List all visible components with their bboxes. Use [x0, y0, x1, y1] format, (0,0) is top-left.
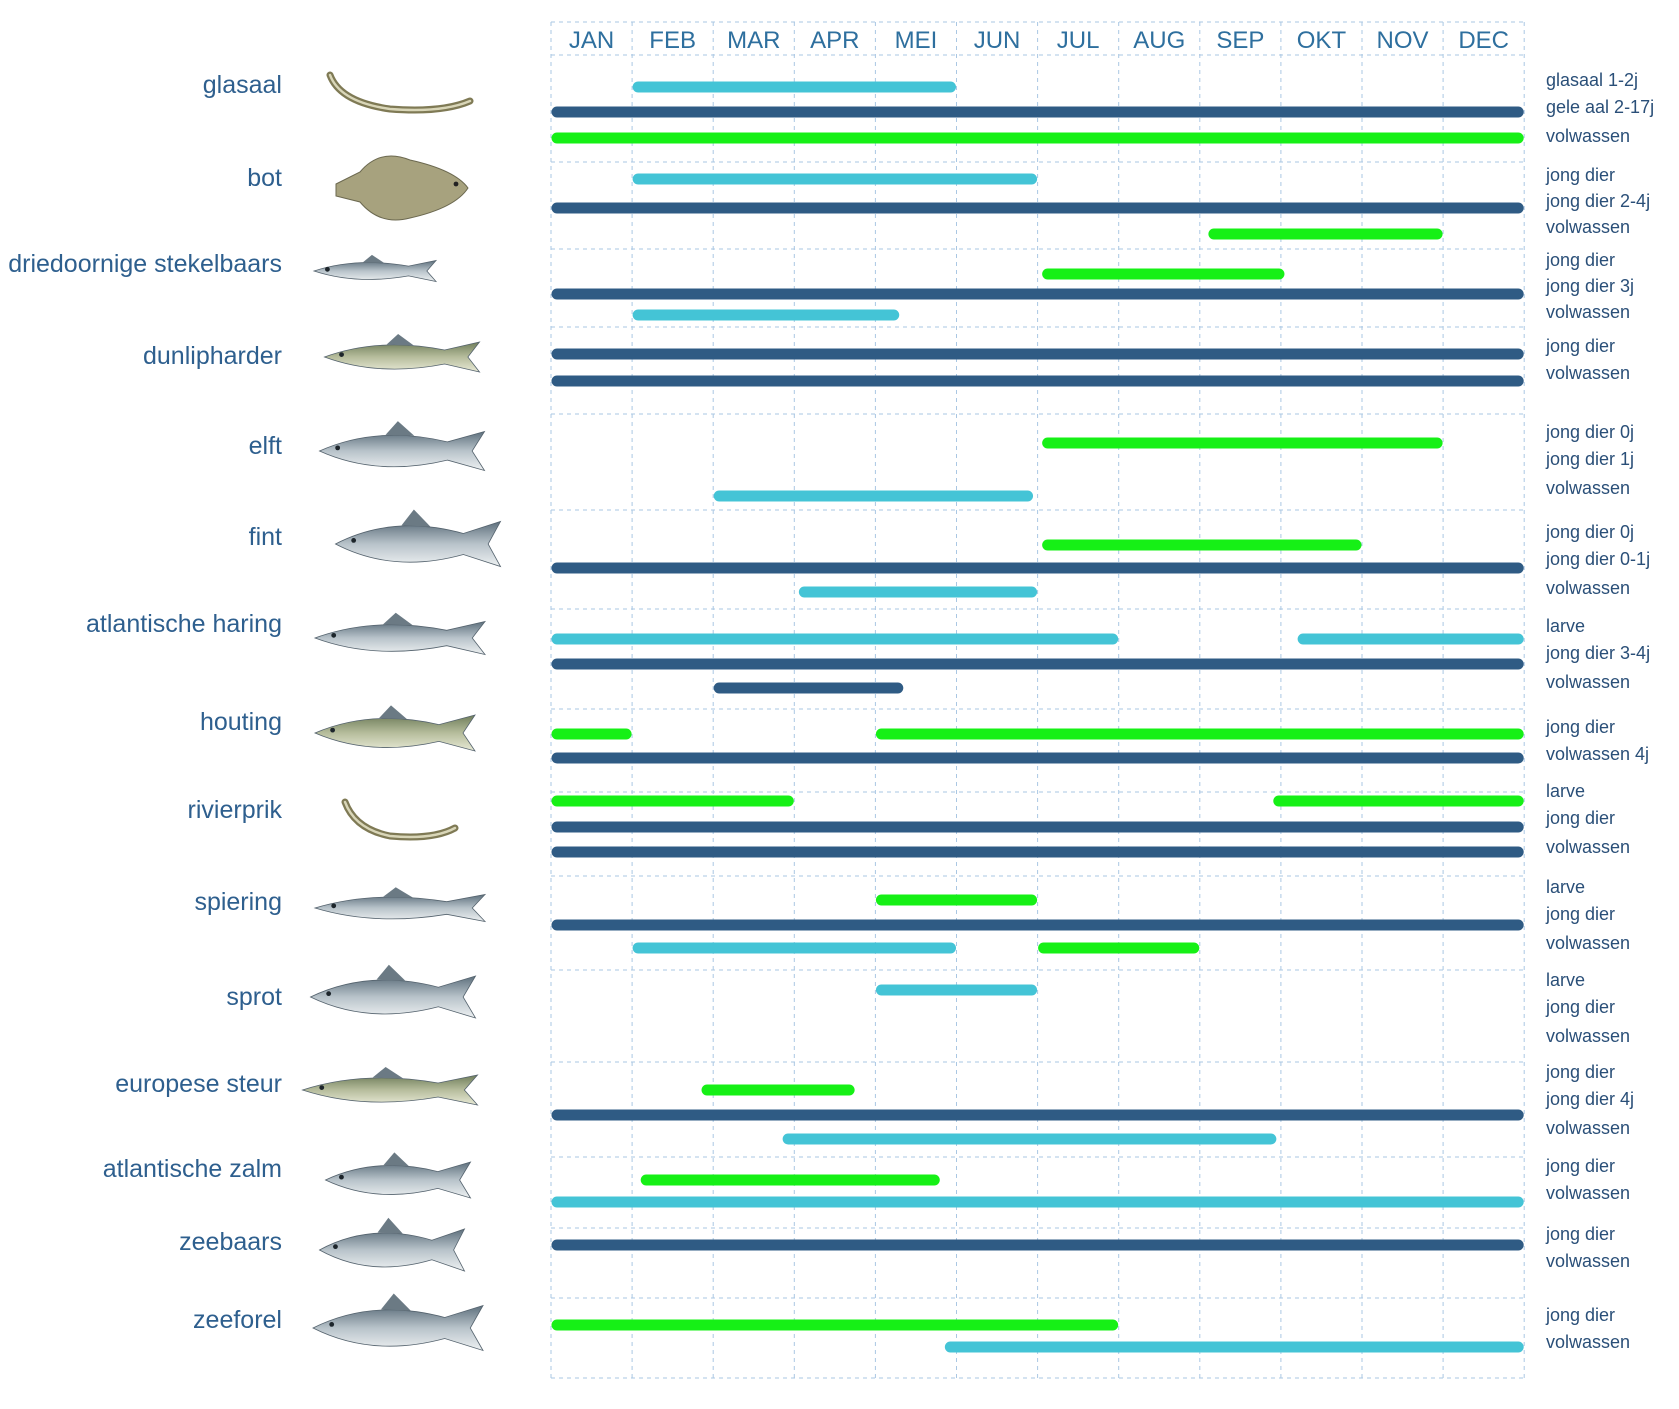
species-name: fint — [249, 523, 282, 551]
species-name: zeebaars — [179, 1228, 282, 1256]
month-label: MEI — [895, 27, 938, 54]
stage-label: larve — [1546, 877, 1585, 897]
stage-label: volwassen — [1546, 363, 1630, 383]
stage-label: jong dier — [1545, 717, 1615, 737]
stage-label: larve — [1546, 616, 1585, 636]
species-name: sprot — [226, 983, 282, 1011]
sea-trout-icon — [312, 1293, 484, 1352]
stage-label: volwassen — [1546, 126, 1630, 146]
bars — [551, 81, 1524, 1353]
mullet-icon — [323, 334, 481, 373]
stage-label: volwassen — [1546, 837, 1630, 857]
labels: glasaal glasaal 1-2j gele aal 2-17j volwass… — [8, 70, 1654, 1352]
stage-label: volwassen — [1546, 1026, 1630, 1046]
stage-label: jong dier — [1545, 336, 1615, 356]
stage-label: volwassen — [1546, 478, 1630, 498]
species-name: elft — [249, 432, 282, 460]
month-label: JAN — [569, 27, 614, 54]
month-label: DEC — [1458, 27, 1509, 54]
month-label: AUG — [1133, 27, 1185, 54]
stage-label: volwassen — [1546, 1332, 1630, 1352]
stage-label: jong dier 0j — [1545, 522, 1634, 542]
stage-label: volwassen — [1546, 1118, 1630, 1138]
stage-label: jong dier 0-1j — [1545, 549, 1650, 569]
species-name: houting — [200, 708, 282, 736]
stage-label: volwassen — [1546, 217, 1630, 237]
stage-label: glasaal 1-2j — [1546, 70, 1638, 90]
stage-label: jong dier — [1545, 165, 1615, 185]
stage-label: volwassen — [1546, 302, 1630, 322]
stage-label: jong dier 3j — [1545, 276, 1634, 296]
species-name: dunlipharder — [143, 342, 282, 370]
stage-label: jong dier — [1545, 808, 1615, 828]
species-name: zeeforel — [193, 1306, 282, 1334]
stage-label: jong dier — [1545, 1224, 1615, 1244]
stage-label: jong dier 1j — [1545, 449, 1634, 469]
species-name: spiering — [194, 888, 282, 916]
stage-label: jong dier — [1545, 904, 1615, 924]
species-name: europese steur — [115, 1070, 282, 1098]
flounder-icon — [335, 155, 469, 221]
stage-label: jong dier — [1545, 250, 1615, 270]
stage-label: gele aal 2-17j — [1546, 97, 1654, 117]
sturgeon-icon — [301, 1067, 479, 1106]
stage-label: jong dier — [1545, 1305, 1615, 1325]
month-label: OKT — [1297, 27, 1347, 54]
month-label: APR — [810, 27, 859, 54]
stage-label: volwassen — [1546, 933, 1630, 953]
species-name: bot — [247, 164, 282, 192]
smelt-icon — [313, 887, 487, 923]
stage-label: jong dier 4j — [1545, 1089, 1634, 1109]
stage-label: volwassen — [1546, 1251, 1630, 1271]
shad-icon — [318, 421, 486, 472]
sprat-icon — [309, 964, 477, 1019]
seabass-icon — [318, 1217, 466, 1272]
stage-label: jong dier — [1545, 1156, 1615, 1176]
month-label: JUL — [1057, 27, 1100, 54]
salmon-icon — [324, 1152, 472, 1199]
twaite-shad-icon — [334, 509, 502, 568]
month-label: MAR — [727, 27, 780, 54]
stage-label: volwassen 4j — [1546, 744, 1649, 764]
species-name: driedoornige stekelbaars — [8, 250, 282, 278]
stage-label: volwassen — [1546, 578, 1630, 598]
stage-label: jong dier 3-4j — [1545, 643, 1650, 663]
eel-icon — [326, 71, 474, 114]
stage-label: jong dier — [1545, 1062, 1615, 1082]
stage-label: volwassen — [1546, 1183, 1630, 1203]
stage-label: volwassen — [1546, 672, 1630, 692]
houting-icon — [313, 705, 476, 752]
herring-icon — [313, 612, 487, 656]
month-label: FEB — [649, 27, 696, 54]
species-name: atlantische zalm — [103, 1155, 282, 1183]
stage-label: larve — [1546, 970, 1585, 990]
stage-label: larve — [1546, 781, 1585, 801]
stage-label: jong dier — [1545, 997, 1615, 1017]
grid — [550, 21, 1525, 1379]
lamprey-icon — [341, 798, 459, 841]
month-label: JUN — [974, 27, 1021, 54]
month-label: NOV — [1377, 27, 1429, 54]
stickleback-icon — [312, 254, 438, 283]
month-axis: JAN FEB MAR APR MEI JUN JUL AUG SEP OKT NOV DEC — [569, 27, 1509, 54]
species-name: atlantische haring — [86, 610, 282, 638]
stage-label: jong dier 0j — [1545, 422, 1634, 442]
species-name: rivierprik — [188, 796, 283, 824]
fish-illustrations — [301, 71, 502, 1352]
species-name: glasaal — [203, 71, 282, 99]
stage-label: jong dier 2-4j — [1545, 191, 1650, 211]
month-label: SEP — [1216, 27, 1264, 54]
